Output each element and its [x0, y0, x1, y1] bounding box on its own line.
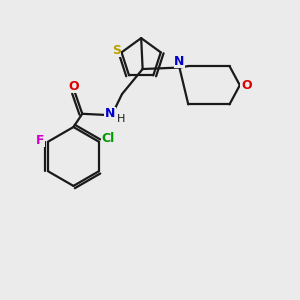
Text: S: S: [112, 44, 121, 57]
Text: O: O: [241, 79, 252, 92]
Text: N: N: [105, 107, 116, 120]
Text: Cl: Cl: [101, 132, 114, 145]
Text: O: O: [68, 80, 79, 93]
Text: F: F: [35, 134, 44, 147]
Text: N: N: [174, 55, 184, 68]
Text: H: H: [117, 114, 125, 124]
